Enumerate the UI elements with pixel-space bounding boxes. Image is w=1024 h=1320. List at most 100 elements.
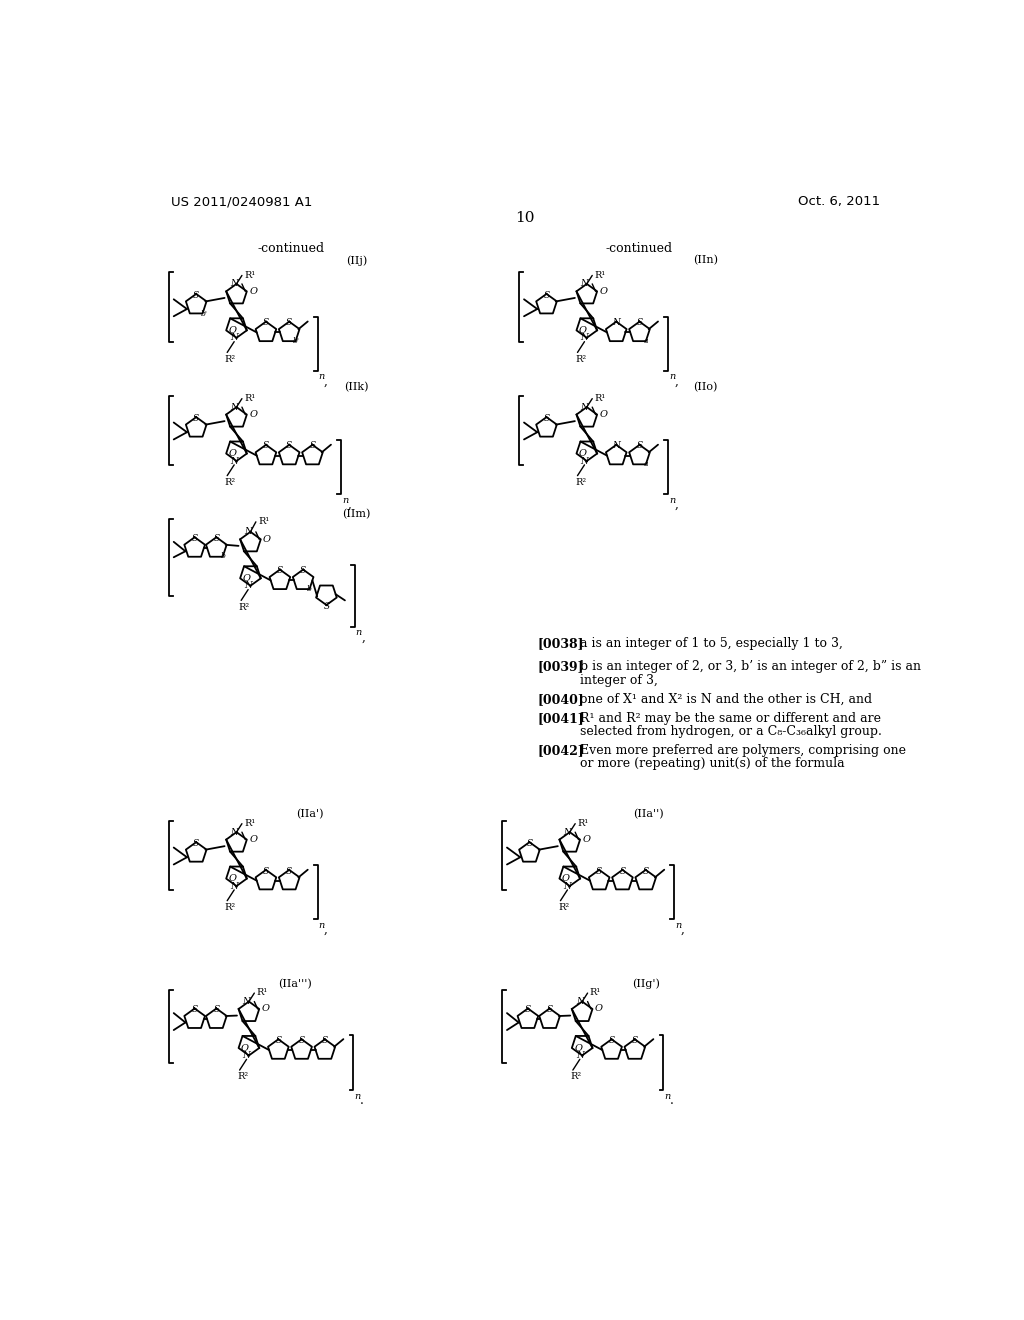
Text: n: n xyxy=(675,921,681,929)
Text: S: S xyxy=(299,1036,305,1045)
Text: R²: R² xyxy=(225,478,236,487)
Text: O: O xyxy=(599,286,607,296)
Text: n: n xyxy=(354,1092,360,1101)
Text: O: O xyxy=(263,535,271,544)
Text: O: O xyxy=(583,836,591,843)
Text: S: S xyxy=(276,566,283,576)
Text: R¹: R¹ xyxy=(257,989,268,998)
Text: S: S xyxy=(263,866,269,875)
Text: a: a xyxy=(643,461,648,469)
Text: N: N xyxy=(230,334,239,342)
Text: R²: R² xyxy=(575,355,587,364)
Text: R²: R² xyxy=(239,603,250,611)
Text: S: S xyxy=(322,1036,328,1045)
Text: [0040]: [0040] xyxy=(538,693,584,706)
Text: N: N xyxy=(563,828,571,837)
Text: O: O xyxy=(595,1005,603,1014)
Text: 10: 10 xyxy=(515,211,535,224)
Text: S: S xyxy=(275,1036,282,1045)
Text: N: N xyxy=(612,318,621,327)
Text: N: N xyxy=(612,441,621,450)
Text: O: O xyxy=(228,874,237,883)
Text: Oct. 6, 2011: Oct. 6, 2011 xyxy=(798,195,880,209)
Text: (IIm): (IIm) xyxy=(342,508,371,519)
Text: n: n xyxy=(355,628,362,638)
Text: O: O xyxy=(579,326,587,335)
Text: S: S xyxy=(547,1005,553,1014)
Text: R¹: R¹ xyxy=(245,395,256,403)
Text: [0038]: [0038] xyxy=(538,638,584,651)
Text: N: N xyxy=(230,403,239,412)
Text: b is an integer of 2, or 3, b’ is an integer of 2, b” is an: b is an integer of 2, or 3, b’ is an int… xyxy=(580,660,921,673)
Text: S: S xyxy=(620,866,626,875)
Text: S: S xyxy=(194,838,200,847)
Text: ,: , xyxy=(681,923,684,936)
Text: O: O xyxy=(249,836,257,843)
Text: b': b' xyxy=(201,310,208,318)
Text: -continued: -continued xyxy=(606,242,673,255)
Text: R²: R² xyxy=(225,355,236,364)
Text: S: S xyxy=(191,533,198,543)
Text: S: S xyxy=(286,441,292,450)
Text: n: n xyxy=(669,496,675,504)
Text: S: S xyxy=(194,413,200,422)
Text: S: S xyxy=(637,318,643,327)
Text: O: O xyxy=(241,1044,249,1052)
Text: R¹: R¹ xyxy=(245,271,256,280)
Text: S: S xyxy=(632,1036,638,1045)
Text: N: N xyxy=(581,457,589,466)
Text: R¹: R¹ xyxy=(595,395,606,403)
Text: S: S xyxy=(286,866,292,875)
Text: US 2011/0240981 A1: US 2011/0240981 A1 xyxy=(171,195,312,209)
Text: N: N xyxy=(243,997,251,1006)
Text: S: S xyxy=(213,1005,219,1014)
Text: n: n xyxy=(318,372,325,381)
Text: R²: R² xyxy=(570,1072,582,1081)
Text: R²: R² xyxy=(575,478,587,487)
Text: N: N xyxy=(581,334,589,342)
Text: R¹: R¹ xyxy=(595,271,606,280)
Text: N: N xyxy=(230,280,239,288)
Text: S: S xyxy=(324,602,330,611)
Text: b: b xyxy=(307,585,312,593)
Text: S: S xyxy=(300,566,306,576)
Text: R¹ and R² may be the same or different and are: R¹ and R² may be the same or different a… xyxy=(580,711,881,725)
Text: R²: R² xyxy=(238,1072,249,1081)
Text: O: O xyxy=(562,874,569,883)
Text: Even more preferred are polymers, comprising one: Even more preferred are polymers, compri… xyxy=(580,744,906,758)
Text: n: n xyxy=(318,921,325,929)
Text: N: N xyxy=(575,1051,584,1060)
Text: ,: , xyxy=(324,375,328,388)
Text: ,: , xyxy=(361,631,366,643)
Text: [0041]: [0041] xyxy=(538,711,584,725)
Text: (IIa'''): (IIa''') xyxy=(278,978,311,989)
Text: b': b' xyxy=(293,338,300,346)
Text: (IIj): (IIj) xyxy=(346,256,368,267)
Text: [0042]: [0042] xyxy=(538,744,584,758)
Text: (IIk): (IIk) xyxy=(344,381,369,392)
Text: S: S xyxy=(286,318,292,327)
Text: S: S xyxy=(213,533,219,543)
Text: ,: , xyxy=(324,923,328,936)
Text: O: O xyxy=(249,286,257,296)
Text: n: n xyxy=(669,372,675,381)
Text: S: S xyxy=(608,1036,614,1045)
Text: O: O xyxy=(599,411,607,418)
Text: O: O xyxy=(228,449,237,458)
Text: (IIn): (IIn) xyxy=(693,256,718,265)
Text: N: N xyxy=(563,882,571,891)
Text: R²: R² xyxy=(558,903,569,912)
Text: N: N xyxy=(575,997,584,1006)
Text: one of X¹ and X² is N and the other is CH, and: one of X¹ and X² is N and the other is C… xyxy=(580,693,872,706)
Text: S: S xyxy=(263,441,269,450)
Text: or more (repeating) unit(s) of the formula: or more (repeating) unit(s) of the formu… xyxy=(580,758,845,771)
Text: O: O xyxy=(228,326,237,335)
Text: .: . xyxy=(670,1094,674,1107)
Text: [0039]: [0039] xyxy=(538,660,584,673)
Text: R²: R² xyxy=(225,903,236,912)
Text: n: n xyxy=(342,496,348,504)
Text: n: n xyxy=(665,1092,671,1101)
Text: S: S xyxy=(526,838,532,847)
Text: ,: , xyxy=(674,375,678,388)
Text: ,: , xyxy=(674,498,678,511)
